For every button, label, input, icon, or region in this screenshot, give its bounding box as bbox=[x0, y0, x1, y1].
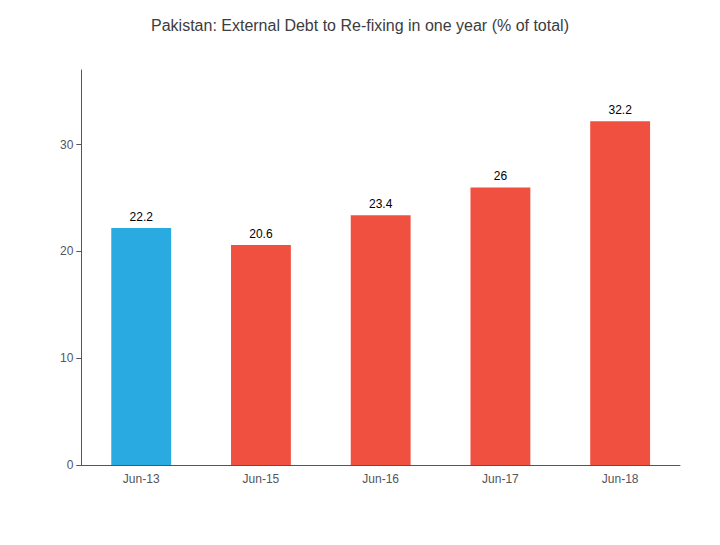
svg-text:32.2: 32.2 bbox=[608, 103, 632, 117]
svg-text:Pakistan: External Debt to Re-: Pakistan: External Debt to Re-fixing in … bbox=[151, 17, 569, 34]
svg-text:20.6: 20.6 bbox=[249, 227, 273, 241]
svg-text:23.4: 23.4 bbox=[369, 197, 393, 211]
svg-text:22.2: 22.2 bbox=[130, 210, 154, 224]
svg-text:Jun-16: Jun-16 bbox=[362, 472, 399, 486]
svg-text:0: 0 bbox=[67, 458, 74, 472]
svg-text:Jun-13: Jun-13 bbox=[123, 472, 160, 486]
svg-text:Jun-17: Jun-17 bbox=[482, 472, 519, 486]
svg-text:Jun-15: Jun-15 bbox=[243, 472, 280, 486]
svg-text:26: 26 bbox=[494, 169, 508, 183]
svg-text:Jun-18: Jun-18 bbox=[602, 472, 639, 486]
svg-text:20: 20 bbox=[60, 244, 74, 258]
svg-text:10: 10 bbox=[60, 351, 74, 365]
svg-text:30: 30 bbox=[60, 138, 74, 152]
